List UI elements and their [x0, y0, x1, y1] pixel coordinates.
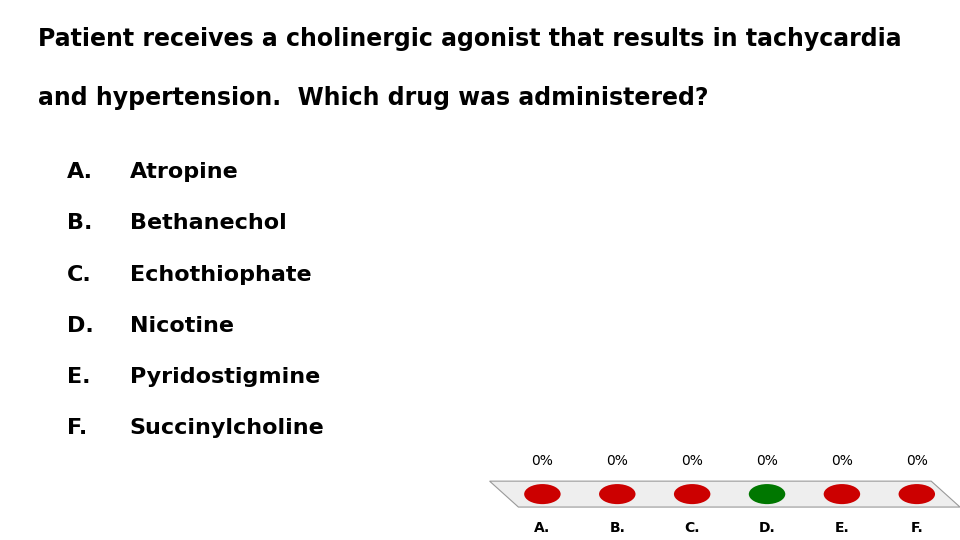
Text: Pyridostigmine: Pyridostigmine — [130, 367, 320, 387]
Text: D.: D. — [758, 521, 776, 535]
Text: 0%: 0% — [906, 454, 927, 468]
Text: F.: F. — [67, 418, 87, 438]
Polygon shape — [490, 481, 960, 507]
Text: A.: A. — [535, 521, 550, 535]
Text: 0%: 0% — [756, 454, 778, 468]
Text: and hypertension.  Which drug was administered?: and hypertension. Which drug was adminis… — [38, 86, 708, 110]
Text: A.: A. — [67, 162, 93, 182]
Text: E.: E. — [67, 367, 90, 387]
Text: C.: C. — [67, 265, 92, 285]
Ellipse shape — [524, 484, 561, 504]
Text: Atropine: Atropine — [130, 162, 238, 182]
Text: C.: C. — [684, 521, 700, 535]
Text: Succinylcholine: Succinylcholine — [130, 418, 324, 438]
Text: 0%: 0% — [831, 454, 852, 468]
Text: D.: D. — [67, 316, 94, 336]
Text: B.: B. — [67, 213, 92, 233]
Ellipse shape — [899, 484, 935, 504]
Text: Bethanechol: Bethanechol — [130, 213, 286, 233]
Text: E.: E. — [834, 521, 850, 535]
Text: Patient receives a cholinergic agonist that results in tachycardia: Patient receives a cholinergic agonist t… — [38, 27, 902, 51]
Text: 0%: 0% — [682, 454, 703, 468]
Text: F.: F. — [910, 521, 924, 535]
Ellipse shape — [749, 484, 785, 504]
Ellipse shape — [674, 484, 710, 504]
Ellipse shape — [599, 484, 636, 504]
Text: Echothiophate: Echothiophate — [130, 265, 311, 285]
Text: B.: B. — [610, 521, 625, 535]
Text: Nicotine: Nicotine — [130, 316, 233, 336]
Ellipse shape — [824, 484, 860, 504]
Text: 0%: 0% — [532, 454, 553, 468]
Text: 0%: 0% — [607, 454, 628, 468]
